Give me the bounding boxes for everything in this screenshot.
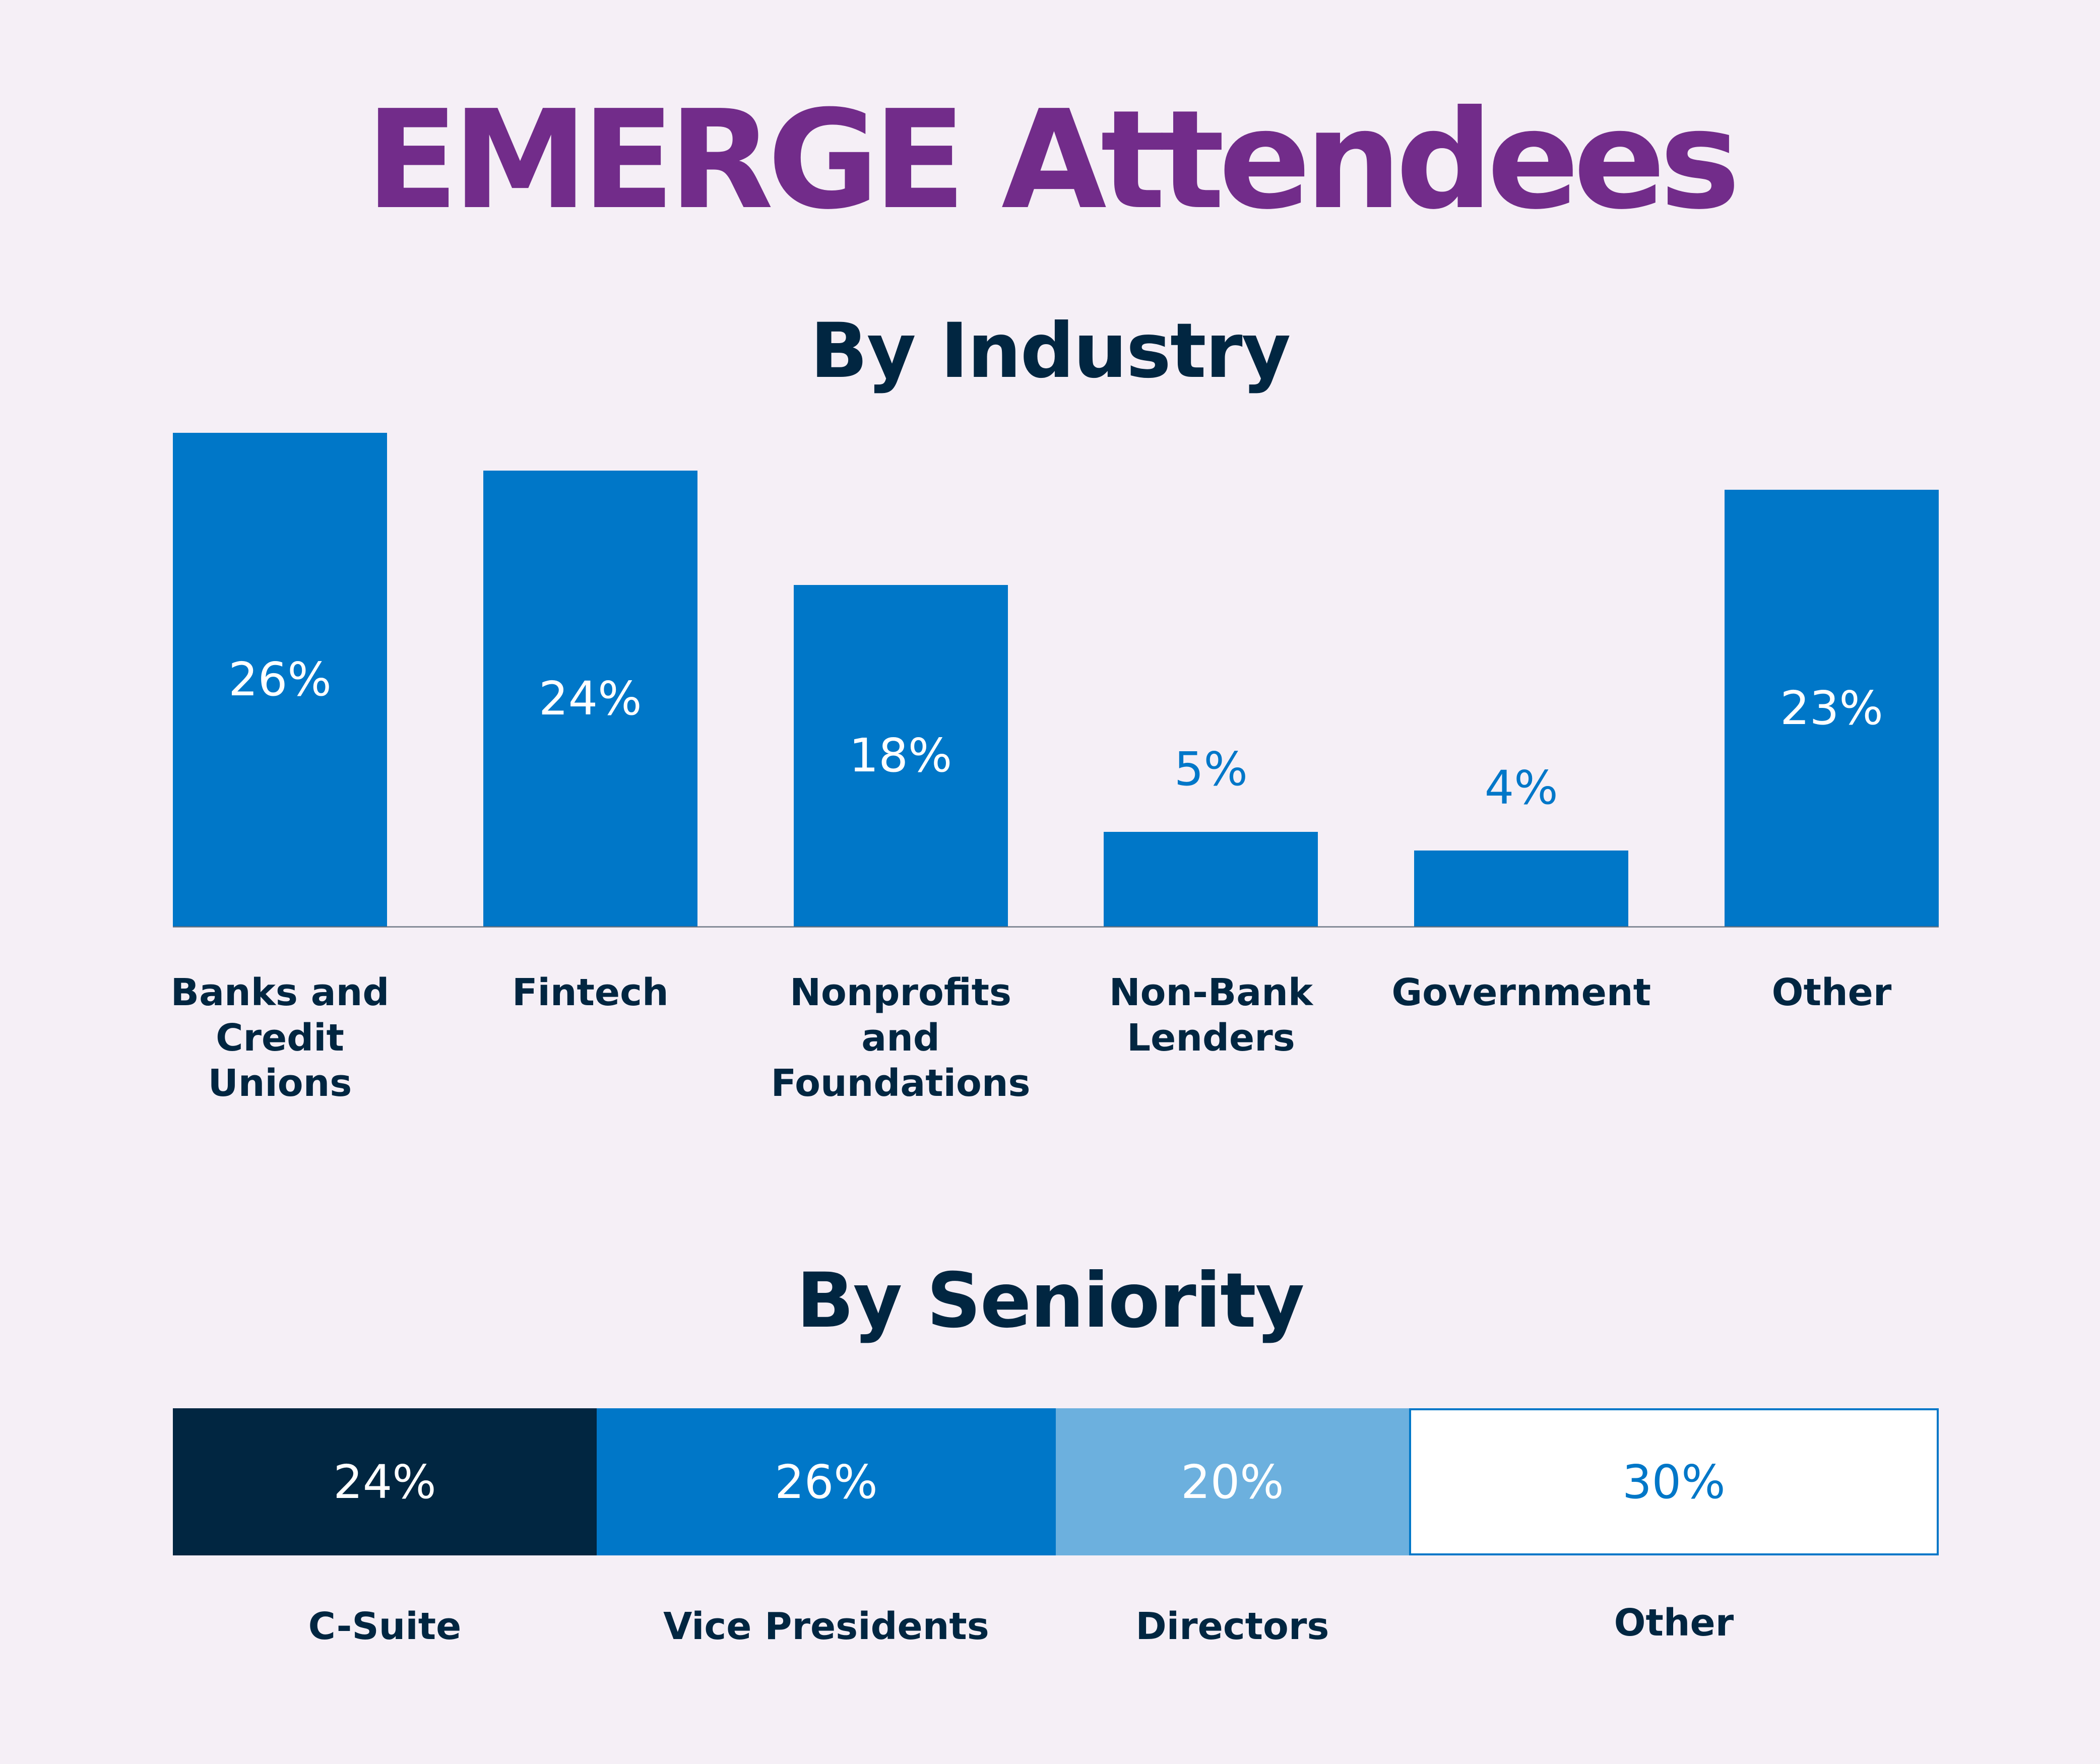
segment-value-label: 30%: [1622, 1455, 1726, 1509]
seniority-category-label: C-Suite: [308, 1605, 462, 1648]
seniority-segment-2: 20%: [1056, 1408, 1409, 1555]
bar-value-label: 18%: [849, 728, 952, 782]
bar-value-label: 23%: [1780, 681, 1883, 735]
seniority-category-label: Directors: [1135, 1605, 1329, 1648]
bar-0: [173, 433, 387, 927]
bar-5: [1725, 490, 1939, 927]
bar-value-label: 24%: [539, 671, 642, 726]
seniority-segment-3: 30%: [1409, 1408, 1939, 1555]
bar-2: [793, 584, 1008, 927]
industry-baseline: [173, 926, 1939, 928]
segment-value-label: 24%: [333, 1455, 436, 1509]
bar-4: [1414, 851, 1629, 927]
category-label: Banks and Credit Unions: [170, 971, 390, 1105]
bar-value-label: 5%: [1174, 742, 1248, 796]
category-label: Other: [1771, 971, 1892, 1014]
category-label: Nonprofits and Foundations: [771, 971, 1031, 1105]
segment-value-label: 20%: [1181, 1455, 1284, 1509]
seniority-category-label: Vice Presidents: [663, 1605, 989, 1648]
seniority-category-label: Other: [1614, 1601, 1734, 1645]
bar-1: [483, 471, 697, 927]
segment-value-label: 26%: [775, 1455, 878, 1509]
category-label: Government: [1391, 971, 1651, 1014]
category-label: Fintech: [512, 971, 669, 1014]
page-title: EMERGE Attendees: [365, 81, 1740, 239]
seniority-chart-title: By Seniority: [796, 1257, 1304, 1345]
bar-value-label: 26%: [228, 652, 332, 706]
seniority-segment-0: 24%: [173, 1408, 597, 1555]
bar-value-label: 4%: [1484, 761, 1558, 815]
category-label: Non-Bank Lenders: [1109, 971, 1313, 1060]
bar-3: [1104, 831, 1318, 927]
industry-chart-title: By Industry: [810, 307, 1291, 395]
seniority-segment-1: 26%: [596, 1408, 1056, 1555]
